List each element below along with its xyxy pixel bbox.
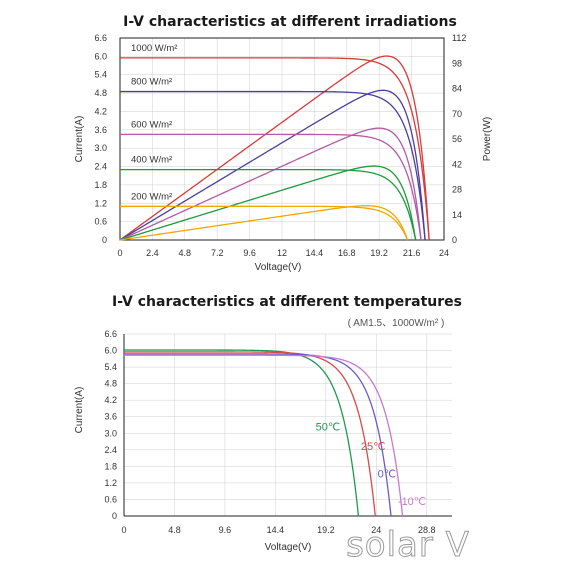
chart1-grid	[120, 38, 444, 240]
chart2-y-tick-label: 3.6	[104, 412, 117, 422]
chart1-y-tick-label: 6.6	[94, 33, 107, 43]
chart2-x-tick-label: 9.6	[219, 525, 232, 535]
chart2-y-tick-label: 0	[112, 511, 117, 521]
chart1-y-tick-label: 1.2	[94, 198, 107, 208]
chart2-y-tick-label: 1.2	[104, 478, 117, 488]
chart1-x-tick-label: 2.4	[146, 248, 159, 258]
chart1-y2-tick-label: 42	[452, 159, 462, 169]
chart1-y-tick-label: 0.6	[94, 217, 107, 227]
chart1-series-label-400-w-m: 400 W/m²	[131, 155, 172, 166]
chart1-x-tick-label: 21.6	[403, 248, 421, 258]
chart1-x-ticks: 0 2.4 4.8 7.2 9.6 12 14.4 16.8 19.2 21.6 24	[117, 248, 449, 258]
chart2-x-tick-label: 19.2	[317, 525, 335, 535]
chart1-y2-tick-label: 98	[452, 58, 462, 68]
chart2-iv-curve-0	[124, 353, 392, 517]
chart1-title: I-V characteristics at different irradia…	[123, 14, 457, 30]
chart2-y-tick-label: 0.6	[104, 494, 117, 504]
chart1-x-tick-label: 0	[117, 248, 122, 258]
chart1-x-tick-label: 14.4	[306, 248, 324, 258]
chart2-x-tick-label: 0	[121, 525, 126, 535]
chart2-series-label-25: 25℃	[361, 441, 386, 453]
chart1-power-curve-600-w-m	[119, 127, 422, 241]
chart2-y-tick-label: 2.4	[104, 445, 117, 455]
chart2-y-tick-label: 4.2	[104, 395, 117, 405]
chart1-y-ticks: 0 0.6 1.2 1.8 2.4 3.0 3.6 4.2 4.8 5.4 6.0 6.6	[94, 33, 107, 245]
chart1-series-label-800-w-m: 800 W/m²	[131, 77, 172, 88]
chart2-iv-curve-25	[124, 351, 376, 517]
chart1-y2-tick-label: 0	[452, 235, 457, 245]
chart1-y-tick-label: 3.6	[94, 125, 107, 135]
chart1-y-tick-label: 0	[102, 235, 107, 245]
chart1-series-label-200-w-m: 200 W/m²	[131, 191, 172, 202]
chart1-iv-curve-400-w-m	[120, 168, 417, 241]
chart1-x-tick-label: 16.8	[338, 248, 356, 258]
chart2-series	[124, 349, 404, 517]
chart1-y2-tick-label: 84	[452, 84, 462, 94]
chart2-y-tick-label: 5.4	[104, 362, 117, 372]
chart1-y2-tick-label: 14	[452, 210, 462, 220]
chart2-y-tick-label: 3.0	[104, 428, 117, 438]
chart2-series-label-0: 0℃	[378, 468, 396, 480]
chart2-y-tick-label: 4.8	[104, 379, 117, 389]
chart1-series-label-1000-w-m: 1000 W/m²	[131, 43, 177, 54]
chart2-grid	[124, 333, 452, 516]
chart1-y-tick-label: 4.2	[94, 106, 107, 116]
chart1-series-label-600-w-m: 600 W/m²	[131, 119, 172, 130]
chart1-x-tick-label: 9.6	[243, 248, 256, 258]
chart1-y-tick-label: 2.4	[94, 162, 107, 172]
chart2-series-labels: 50℃ 25℃ 0℃ -10℃	[316, 422, 427, 508]
chart1-x-tick-label: 7.2	[211, 248, 224, 258]
chart1-x-tick-label: 19.2	[370, 248, 388, 258]
chart1-y-tick-label: 5.4	[94, 70, 107, 80]
chart1-power-curve-800-w-m	[119, 89, 426, 241]
chart1-iv-curve-200-w-m	[120, 205, 409, 241]
chart1-y2-label: Power(W)	[482, 117, 493, 161]
chart2-iv-curve-10	[124, 354, 404, 517]
chart2-subtitle: ( AM1.5、1000W/m² )	[348, 318, 445, 329]
chart2-series-label-10: -10℃	[398, 496, 426, 508]
chart2-x-ticks: 0 4.8 9.6 14.4 19.2 24 28.8	[121, 525, 435, 535]
chart1-x-tick-label: 24	[439, 248, 449, 258]
chart2-series-label-50: 50℃	[316, 422, 341, 434]
chart2-x-tick-label: 24	[371, 525, 381, 535]
chart1-y2-tick-label: 28	[452, 185, 462, 195]
chart2-x-tick-label: 4.8	[168, 525, 181, 535]
chart2-x-tick-label: 14.4	[267, 525, 285, 535]
chart1-y2-tick-label: 70	[452, 109, 462, 119]
chart2-x-tick-label: 28.8	[418, 525, 436, 535]
chart2-x-label: Voltage(V)	[265, 542, 312, 553]
chart1-series	[119, 55, 430, 241]
chart2-y-tick-label: 6.0	[104, 346, 117, 356]
chart1-power-curve-400-w-m	[119, 165, 417, 241]
chart1-y2-tick-label: 56	[452, 134, 462, 144]
chart1-y-tick-label: 3.0	[94, 143, 107, 153]
chart2-y-ticks: 0 0.6 1.2 1.8 2.4 3.0 3.6 4.2 4.8 5.4 6.0 6.6	[104, 329, 117, 521]
chart1-x-label: Voltage(V)	[255, 262, 302, 273]
chart2-y-tick-label: 1.8	[104, 461, 117, 471]
chart1-y2-tick-label: 112	[452, 33, 466, 43]
chart1-frame	[119, 37, 445, 241]
chart2-y-label: Current(A)	[74, 387, 85, 434]
chart1-y-label: Current(A)	[74, 116, 85, 163]
chart1-y-tick-label: 6.0	[94, 51, 107, 61]
chart1-y2-ticks: 0 14 28 42 56 70 84 98 112	[452, 33, 466, 245]
chart2-iv-curve-50	[124, 349, 360, 517]
chart2-title: I-V characteristics at different tempera…	[112, 294, 462, 310]
chart1-x-tick-label: 4.8	[179, 248, 192, 258]
chart1-iv-curve-1000-w-m	[120, 57, 430, 241]
chart1-power-curve-200-w-m	[119, 205, 409, 241]
chart1-y-tick-label: 1.8	[94, 180, 107, 190]
chart1-x-tick-label: 12	[277, 248, 287, 258]
chart1-series-labels: 1000 W/m² 800 W/m² 600 W/m² 400 W/m² 200 W/m…	[131, 43, 177, 202]
chart1-iv-curve-600-w-m	[120, 133, 422, 241]
watermark-logo: solar V	[346, 525, 470, 565]
chart1-iv-curve-800-w-m	[120, 90, 426, 241]
chart1-y-tick-label: 4.8	[94, 88, 107, 98]
chart1-power-curve-1000-w-m	[119, 55, 430, 241]
chart2-y-tick-label: 6.6	[104, 329, 117, 339]
